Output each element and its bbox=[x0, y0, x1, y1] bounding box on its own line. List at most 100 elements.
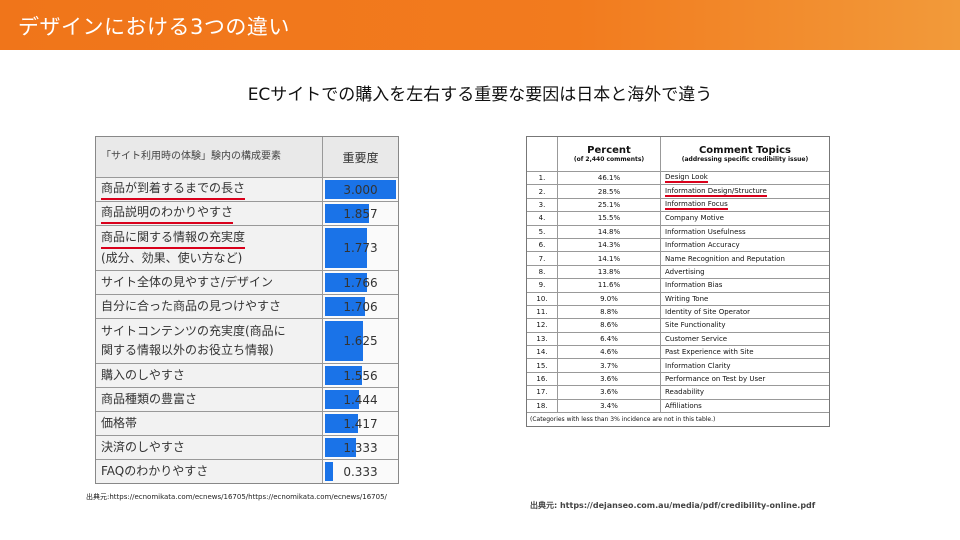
row-number: 2. bbox=[527, 185, 558, 198]
japan-factors-table: 「サイト利用時の体験」験内の構成要素 重要度 商品が到着するまでの長さ 3.000… bbox=[95, 136, 399, 484]
row-percent: 15.5% bbox=[558, 212, 661, 225]
row-topic: Information Accuracy bbox=[665, 241, 740, 250]
row-topic: Past Experience with Site bbox=[665, 348, 754, 357]
row-topic: Writing Tone bbox=[665, 294, 709, 303]
row-topic: Affiliations bbox=[665, 401, 702, 410]
factor-name: FAQのわかりやすさ bbox=[96, 460, 323, 483]
row-percent: 28.5% bbox=[558, 185, 661, 198]
japan-table-row: 商品種類の豊富さ 1.444 bbox=[96, 387, 398, 411]
overseas-credibility-table: Percent (of 2,440 comments) Comment Topi… bbox=[526, 136, 830, 428]
importance-value: 1.857 bbox=[323, 202, 398, 225]
importance-bar bbox=[325, 390, 360, 409]
factor-name: 価格帯 bbox=[96, 412, 323, 435]
row-number: 10. bbox=[527, 292, 558, 305]
credibility-row: 12. 8.6% Site Functionality bbox=[527, 318, 829, 332]
importance-bar bbox=[325, 273, 367, 292]
importance-value: 1.706 bbox=[323, 295, 398, 318]
factor-name: 商品が到着するまでの長さ bbox=[96, 178, 323, 201]
factor-name: 自分に合った商品の見つけやすさ bbox=[96, 295, 323, 318]
factor-name: 商品説明のわかりやすさ bbox=[96, 202, 323, 225]
japan-table-row: 商品説明のわかりやすさ 1.857 bbox=[96, 201, 398, 225]
row-topic: Design Look bbox=[665, 173, 708, 184]
importance-bar bbox=[325, 228, 367, 268]
row-number: 15. bbox=[527, 359, 558, 372]
japan-table-row: 価格帯 1.417 bbox=[96, 411, 398, 435]
credibility-row: 1. 46.1% Design Look bbox=[527, 171, 829, 185]
row-topic: Information Focus bbox=[665, 199, 728, 210]
credibility-row: 6. 14.3% Information Accuracy bbox=[527, 237, 829, 252]
importance-value: 1.773 bbox=[323, 226, 398, 270]
overseas-table-header: Percent (of 2,440 comments) Comment Topi… bbox=[527, 137, 829, 171]
row-percent: 3.6% bbox=[558, 386, 661, 399]
factor-name: サイトコンテンツの充実度(商品に 関する情報以外のお役立ち情報) bbox=[96, 319, 323, 363]
importance-bar bbox=[325, 438, 357, 457]
japan-table-row: 決済のしやすさ 1.333 bbox=[96, 435, 398, 459]
row-number: 1. bbox=[527, 172, 558, 185]
row-number: 8. bbox=[527, 265, 558, 279]
japan-table-row: 自分に合った商品の見つけやすさ 1.706 bbox=[96, 294, 398, 318]
factor-name: 決済のしやすさ bbox=[96, 436, 323, 459]
importance-bar bbox=[325, 297, 366, 316]
row-number: 4. bbox=[527, 212, 558, 225]
row-percent: 14.3% bbox=[558, 238, 661, 252]
row-number: 16. bbox=[527, 372, 558, 386]
row-number: 11. bbox=[527, 305, 558, 319]
row-percent: 46.1% bbox=[558, 172, 661, 185]
credibility-row: 13. 6.4% Customer Service bbox=[527, 331, 829, 346]
japan-header-name: 「サイト利用時の体験」験内の構成要素 bbox=[96, 137, 323, 177]
importance-value: 0.333 bbox=[323, 460, 398, 483]
row-percent: 3.7% bbox=[558, 359, 661, 372]
row-percent: 9.0% bbox=[558, 292, 661, 305]
row-percent: 14.1% bbox=[558, 252, 661, 265]
credibility-row: 9. 11.6% Information Bias bbox=[527, 278, 829, 292]
credibility-row: 5. 14.8% Information Usefulness bbox=[527, 224, 829, 238]
factor-name: 商品種類の豊富さ bbox=[96, 388, 323, 411]
japan-header-value: 重要度 bbox=[323, 137, 398, 177]
importance-value: 1.556 bbox=[323, 364, 398, 387]
row-percent: 11.6% bbox=[558, 279, 661, 292]
row-percent: 3.6% bbox=[558, 372, 661, 386]
importance-value: 1.444 bbox=[323, 388, 398, 411]
row-number: 18. bbox=[527, 399, 558, 413]
credibility-row: 11. 8.8% Identity of Site Operator bbox=[527, 304, 829, 319]
japan-table-header: 「サイト利用時の体験」験内の構成要素 重要度 bbox=[96, 137, 398, 177]
row-number: 9. bbox=[527, 279, 558, 292]
row-topic: Name Recognition and Reputation bbox=[665, 254, 785, 263]
japan-table-row: FAQのわかりやすさ 0.333 bbox=[96, 459, 398, 483]
japan-table-row: 商品が到着するまでの長さ 3.000 bbox=[96, 177, 398, 201]
row-percent: 3.4% bbox=[558, 399, 661, 413]
credibility-row: 7. 14.1% Name Recognition and Reputation bbox=[527, 251, 829, 265]
row-topic: Information Clarity bbox=[665, 361, 731, 370]
row-number: 3. bbox=[527, 198, 558, 212]
importance-value: 1.766 bbox=[323, 271, 398, 294]
japan-source-note: 出典元:https://ecnomikata.com/ecnews/16705/… bbox=[86, 493, 387, 501]
row-number: 13. bbox=[527, 332, 558, 346]
credibility-row: 10. 9.0% Writing Tone bbox=[527, 291, 829, 305]
table-footnote: (Categories with less than 3% incidence … bbox=[527, 412, 829, 426]
row-topic: Information Design/Structure bbox=[665, 186, 767, 197]
credibility-row: 17. 3.6% Readability bbox=[527, 385, 829, 399]
credibility-row: 15. 3.7% Information Clarity bbox=[527, 358, 829, 372]
japan-table-row: サイトコンテンツの充実度(商品に 関する情報以外のお役立ち情報) 1.625 bbox=[96, 318, 398, 363]
row-percent: 6.4% bbox=[558, 332, 661, 346]
importance-bar bbox=[325, 204, 370, 223]
row-topic: Information Bias bbox=[665, 281, 723, 290]
importance-value: 1.333 bbox=[323, 436, 398, 459]
importance-bar bbox=[325, 180, 396, 199]
row-number: 17. bbox=[527, 386, 558, 399]
row-number: 14. bbox=[527, 346, 558, 359]
credibility-row: 16. 3.6% Performance on Test by User bbox=[527, 371, 829, 386]
credibility-row: 4. 15.5% Company Motive bbox=[527, 211, 829, 225]
row-topic: Readability bbox=[665, 388, 705, 397]
row-topic: Customer Service bbox=[665, 334, 728, 343]
japan-table-row: 商品に関する情報の充実度 (成分、効果、使い方など) 1.773 bbox=[96, 225, 398, 270]
row-number: 5. bbox=[527, 225, 558, 238]
importance-value: 1.625 bbox=[323, 319, 398, 363]
overseas-source-note: 出典元: https://dejanseo.com.au/media/pdf/c… bbox=[530, 501, 816, 510]
overseas-header-num bbox=[527, 137, 558, 171]
importance-bar bbox=[325, 366, 362, 385]
factor-name: 商品に関する情報の充実度 (成分、効果、使い方など) bbox=[96, 226, 323, 270]
japan-table-row: 購入のしやすさ 1.556 bbox=[96, 363, 398, 387]
row-percent: 13.8% bbox=[558, 265, 661, 279]
row-topic: Advertising bbox=[665, 267, 705, 276]
